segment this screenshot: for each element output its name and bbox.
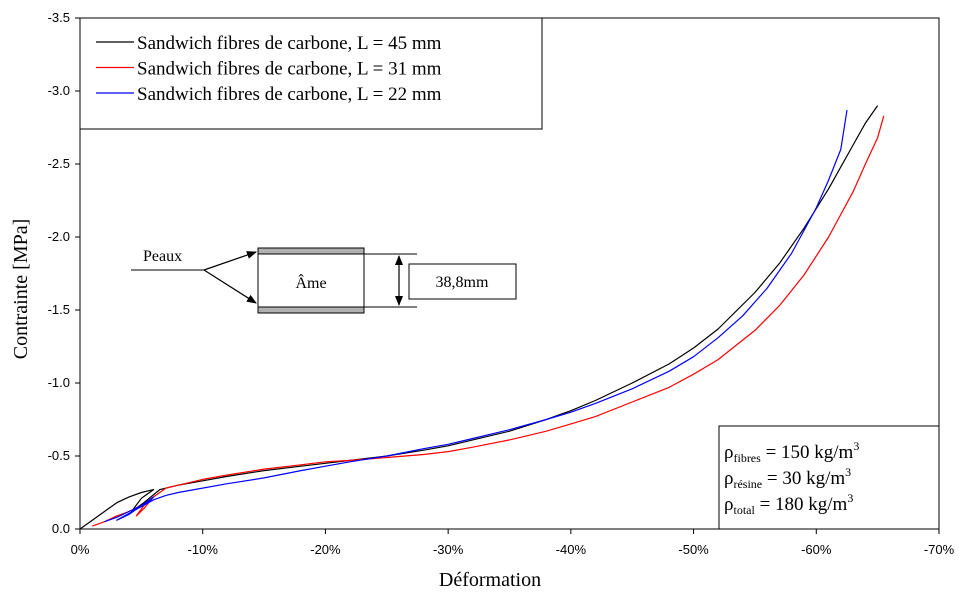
- series-line-3: [104, 109, 848, 523]
- arrow-to-top-skin: [203, 251, 257, 271]
- density-sup: 3: [845, 465, 851, 479]
- thickness-label: 38,8mm: [436, 274, 489, 291]
- legend-label: Sandwich fibres de carbone, L = 45 mm: [137, 33, 442, 54]
- density-line: ρrésine = 30 kg/m3: [724, 465, 851, 491]
- x-tick-label: -50%: [678, 542, 709, 557]
- density-sub: total: [733, 503, 755, 517]
- x-tick-label: -60%: [801, 542, 832, 557]
- x-tick-label: -30%: [433, 542, 464, 557]
- density-line: ρtotal = 180 kg/m3: [724, 491, 853, 517]
- density-symbol: ρ: [724, 494, 733, 515]
- x-axis-title: Déformation: [439, 569, 541, 590]
- bottom-skin: [257, 306, 365, 314]
- density-sub: fibres: [733, 451, 761, 465]
- density-sup: 3: [853, 439, 859, 453]
- x-tick-label: -10%: [188, 542, 219, 557]
- x-tick-label: -20%: [310, 542, 341, 557]
- x-tick-label: 0%: [71, 542, 90, 557]
- legend-label: Sandwich fibres de carbone, L = 22 mm: [137, 84, 442, 105]
- legend: Sandwich fibres de carbone, L = 45 mm San…: [79, 17, 543, 130]
- y-tick-label: -3.5: [48, 10, 70, 25]
- density-symbol: ρ: [724, 442, 733, 463]
- density-text: = 150 kg/m: [761, 442, 854, 463]
- y-tick-label: -0.5: [48, 448, 70, 463]
- top-skin: [257, 247, 365, 255]
- density-text: = 30 kg/m: [762, 468, 845, 489]
- density-sub: résine: [733, 477, 762, 491]
- density-symbol: ρ: [724, 468, 733, 489]
- density-box-frame: [718, 425, 940, 530]
- y-axis-title: Contrainte [MPa]: [10, 219, 32, 360]
- density-sup: 3: [847, 491, 853, 505]
- legend-label: Sandwich fibres de carbone, L = 31 mm: [137, 59, 442, 80]
- y-axis: 0.0 -0.5 -1.0 -1.5 -2.0 -2.5 -3.0 -3.5: [48, 10, 80, 536]
- thickness-label-box: [408, 263, 517, 300]
- y-tick-label: -1.0: [48, 375, 70, 390]
- series-layer: [79, 105, 885, 530]
- arrow-to-bottom-skin: [203, 269, 257, 304]
- y-tick-label: 0.0: [52, 521, 70, 536]
- core-label: Âme: [295, 273, 326, 292]
- density-line: ρfibres = 150 kg/m3: [724, 439, 859, 465]
- x-axis: 0% -10% -20% -30% -40% -50% -60% -70%: [71, 529, 955, 557]
- sandwich-schematic: Peaux Âme 38,8mm: [131, 247, 517, 314]
- legend-box: [79, 17, 543, 130]
- series-line-1: [79, 105, 879, 530]
- core-block: [257, 247, 365, 314]
- x-tick-label: -40%: [556, 542, 587, 557]
- y-tick-label: -2.0: [48, 229, 70, 244]
- y-tick-label: -2.5: [48, 156, 70, 171]
- skins-label: Peaux: [143, 248, 182, 265]
- y-tick-label: -3.0: [48, 83, 70, 98]
- density-text: = 180 kg/m: [755, 494, 848, 515]
- y-tick-label: -1.5: [48, 302, 70, 317]
- x-tick-label: -70%: [924, 542, 955, 557]
